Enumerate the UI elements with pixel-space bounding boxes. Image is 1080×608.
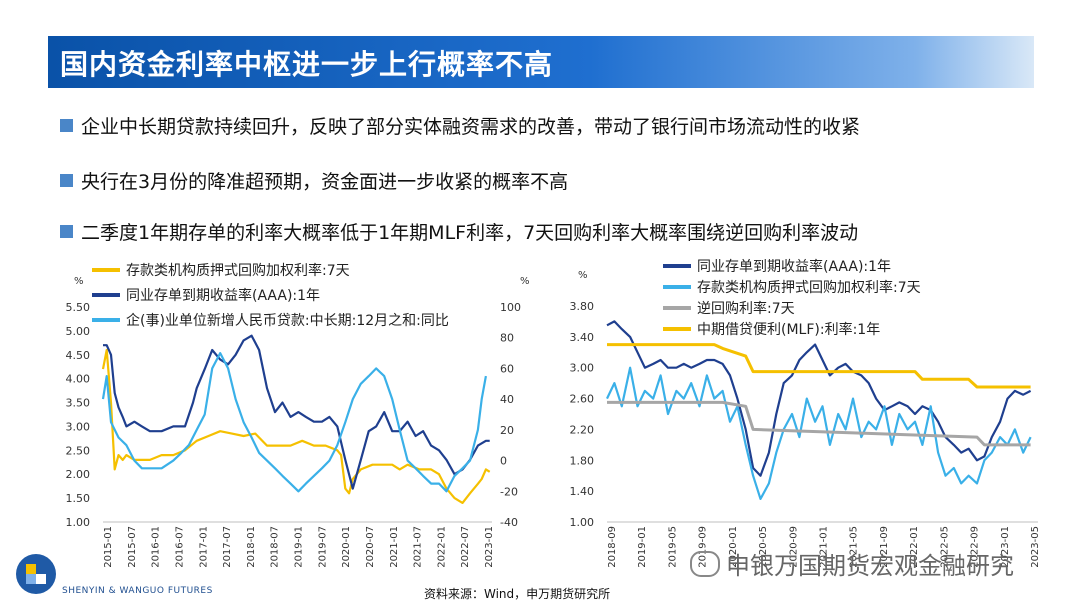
x-tick-label: 2022-07	[460, 526, 471, 568]
source-note: 资料来源：Wind，申万期货研究所	[424, 587, 611, 601]
y-right-tick-label: 80	[500, 332, 514, 345]
y-left-tick-label: 2.00	[66, 468, 91, 481]
y-left-tick-label: 3.80	[570, 300, 595, 313]
x-tick-label: 2023-01	[1000, 526, 1011, 568]
x-tick-label: 2021-01	[819, 526, 830, 568]
series-line	[101, 352, 487, 493]
x-tick-label: 2015-01	[103, 526, 114, 568]
y-left-tick-label: 2.20	[570, 423, 595, 436]
x-tick-label: 2015-07	[127, 526, 138, 568]
bullet-text: 央行在3月份的降准超预期，资金面进一步收紧的概率不高	[81, 171, 569, 193]
series-line	[607, 400, 1031, 447]
x-tick-label: 2021-01	[389, 526, 400, 568]
slide-title: 国内资金利率中枢进一步上行概率不高	[60, 48, 554, 81]
y-left-tick-label: 5.00	[66, 325, 91, 338]
legend-label: 逆回购利率:7天	[697, 300, 795, 317]
series-line	[101, 348, 491, 504]
y-right-tick-label: 0	[500, 455, 507, 468]
series-line	[606, 366, 1032, 500]
bullet-item: 二季度1年期存单的利率大概率低于1年期MLF利率，7天回购利率大概率围绕逆回购利…	[60, 218, 858, 245]
legend-label: 企(事)业单位新增人民币贷款:中长期:12月之和:同比	[126, 312, 449, 329]
bullet-item: 央行在3月份的降准超预期，资金面进一步收紧的概率不高	[60, 167, 568, 194]
series-line	[606, 320, 1032, 477]
x-tick-label: 2020-07	[365, 526, 376, 568]
x-tick-label: 2019-09	[698, 526, 709, 568]
bullet-square-icon	[60, 225, 73, 238]
watermark: 申银万国期货宏观金融研究	[690, 546, 1014, 581]
y-right-tick-label: 40	[500, 393, 514, 406]
bullet-item: 企业中长期贷款持续回升，反映了部分实体融资需求的改善，带动了银行间市场流动性的收…	[60, 112, 860, 139]
x-tick-label: 2019-01	[637, 526, 648, 568]
y-right-tick-label: 60	[500, 362, 514, 375]
x-tick-label: 2020-01	[728, 526, 739, 568]
x-tick-label: 2021-05	[849, 526, 860, 568]
x-tick-label: 2022-05	[939, 526, 950, 568]
legend-label: 同业存单到期收益率(AAA):1年	[126, 287, 320, 304]
y-left-unit: %	[74, 276, 84, 287]
x-tick-label: 2019-01	[294, 526, 305, 568]
x-tick-label: 2022-01	[436, 526, 447, 568]
y-right-tick-label: -20	[500, 485, 518, 498]
title-banner: 国内资金利率中枢进一步上行概率不高	[48, 36, 1034, 88]
legend-label: 存款类机构质押式回购加权利率:7天	[126, 262, 350, 279]
y-left-tick-label: 1.80	[570, 454, 595, 467]
x-tick-label: 2023-05	[1030, 526, 1041, 568]
y-left-unit: %	[578, 270, 588, 281]
bullet-text: 二季度1年期存单的利率大概率低于1年期MLF利率，7天回购利率大概率围绕逆回购利…	[81, 222, 859, 244]
legend-label: 中期借贷便利(MLF):利率:1年	[697, 321, 880, 338]
watermark-text: 申银万国期货宏观金融研究	[726, 552, 1014, 580]
bullet-square-icon	[60, 174, 73, 187]
x-tick-label: 2016-07	[174, 526, 185, 568]
y-left-tick-label: 3.40	[570, 331, 595, 344]
x-tick-label: 2018-09	[607, 526, 618, 568]
legend-label: 存款类机构质押式回购加权利率:7天	[697, 279, 921, 296]
y-right-tick-label: -40	[500, 516, 518, 529]
y-right-unit: %	[520, 276, 530, 287]
x-tick-label: 2021-07	[413, 526, 424, 568]
y-left-tick-label: 2.60	[570, 393, 595, 406]
y-left-tick-label: 1.00	[570, 516, 595, 529]
x-tick-label: 2022-09	[970, 526, 981, 568]
y-left-tick-label: 3.50	[66, 397, 91, 410]
y-left-tick-label: 4.50	[66, 349, 91, 362]
x-tick-label: 2020-09	[788, 526, 799, 568]
y-left-tick-label: 1.50	[66, 492, 91, 505]
x-tick-label: 2017-01	[198, 526, 209, 568]
x-tick-label: 2021-09	[879, 526, 890, 568]
x-tick-label: 2023-01	[484, 526, 495, 568]
x-tick-label: 2017-07	[222, 526, 233, 568]
y-left-tick-label: 1.40	[570, 485, 595, 498]
x-tick-label: 2016-01	[151, 526, 162, 568]
bullet-square-icon	[60, 119, 73, 132]
wechat-icon	[690, 551, 720, 577]
x-tick-label: 2018-01	[246, 526, 257, 568]
y-left-tick-label: 4.00	[66, 373, 91, 386]
series-line	[103, 334, 490, 490]
y-left-tick-label: 5.50	[66, 301, 91, 314]
y-left-tick-label: 3.00	[570, 362, 595, 375]
logo-text: SHENYIN & WANGUO FUTURES	[62, 586, 213, 596]
logo-icon	[16, 554, 56, 594]
x-tick-label: 2018-07	[270, 526, 281, 568]
y-left-tick-label: 2.50	[66, 444, 91, 457]
bullet-text: 企业中长期贷款持续回升，反映了部分实体融资需求的改善，带动了银行间市场流动性的收…	[81, 116, 861, 138]
x-tick-label: 2020-05	[758, 526, 769, 568]
y-left-tick-label: 3.00	[66, 420, 91, 433]
y-right-tick-label: 100	[500, 301, 521, 314]
y-left-tick-label: 1.00	[66, 516, 91, 529]
x-tick-label: 2019-07	[317, 526, 328, 568]
x-tick-label: 2019-05	[667, 526, 678, 568]
x-tick-label: 2020-01	[341, 526, 352, 568]
y-right-tick-label: 20	[500, 424, 514, 437]
x-tick-label: 2022-01	[909, 526, 920, 568]
legend-label: 同业存单到期收益率(AAA):1年	[697, 258, 891, 275]
series-line	[607, 343, 1031, 389]
